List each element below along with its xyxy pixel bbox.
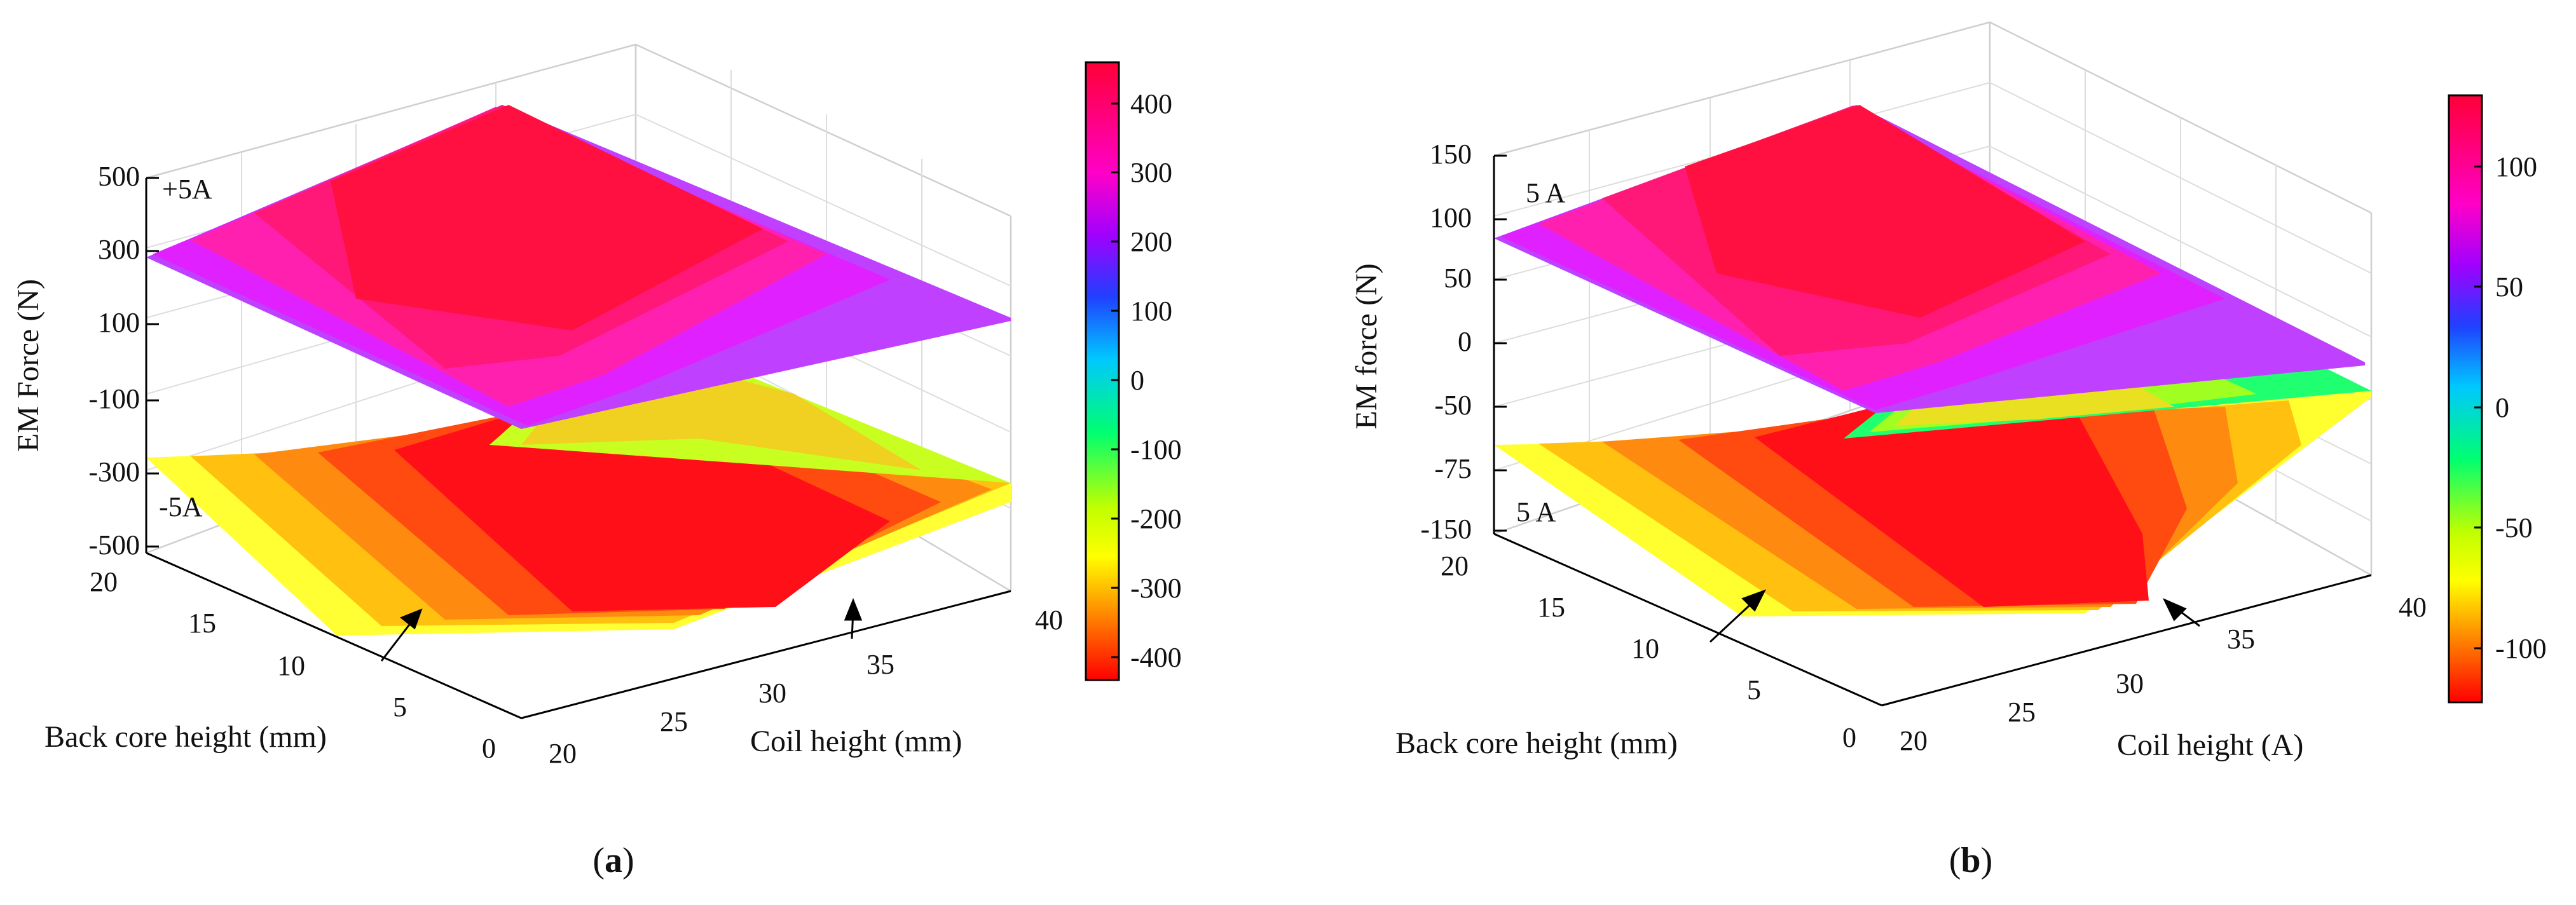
y-tick-label: 5 [1747,674,1761,705]
surface-upper-band-5 [1685,105,2085,318]
y-axis-label: Back core height (mm) [45,720,327,754]
annotation-minus5A: -5A [159,491,203,522]
y-tick-label: 0 [1842,722,1856,753]
colorbar-tick-label: 100 [2495,151,2537,182]
panel-label-b: (b) [1949,841,1992,880]
x-tick-label: 40 [2399,592,2427,623]
colorbar-tick-label: -300 [1130,573,1182,604]
colorbar-tick-label: 0 [1130,365,1144,396]
z-tick-label: -100 [88,383,140,414]
colorbar-ticks [2474,165,2482,650]
y-tick-label: 15 [1537,592,1565,623]
colorbar-tick-label: -400 [1130,642,1182,673]
y-tick-label: 20 [1441,550,1469,582]
x-axis-label: Coil height (mm) [750,725,962,758]
colorbar [1085,61,1120,681]
x-axis-label: Coil height (A) [2117,728,2303,762]
annotation-lower-5A: 5 A [1516,496,1556,527]
annotation-upper-5A: 5 A [1526,177,1566,208]
colorbar-tick-label: -50 [2495,512,2533,543]
y-axis-label: Back core height (mm) [1395,726,1678,760]
z-tick-label: -500 [88,529,140,561]
z-tick-label: 0 [1458,326,1472,357]
tick-marks [1494,154,1507,532]
panel-a: 500 300 100 -100 -300 -500 EM Force (N) … [11,43,1182,880]
z-axis-label: EM Force (N) [11,279,45,452]
colorbar-tick-label: 100 [1130,296,1172,327]
y-tick-label: 10 [277,650,305,681]
colorbar-tick-label: -100 [1130,434,1182,465]
x-tick-label: 35 [2227,623,2255,655]
z-tick-label: -75 [1434,453,1472,484]
colorbar-tick-label: -100 [2495,633,2547,664]
surface-minus5A-band-5 [394,400,890,611]
y-tick-label: 0 [482,733,496,764]
annotation-plus5A: +5A [162,174,212,205]
x-tick-label: 35 [867,649,894,680]
surface-minus5A [146,343,1011,636]
surface-plus5A [146,105,1011,429]
x-tick-label: 25 [660,706,688,737]
colorbar-tick-label: 400 [1130,88,1172,119]
colorbar-ticks [1111,102,1119,658]
z-tick-label: 300 [98,234,140,265]
y-tick-label: 20 [90,566,118,597]
panel-b: 150 100 50 0 -50 -75 -150 EM force (N) 2… [1350,21,2547,880]
x-tick-label: 20 [549,738,577,769]
z-tick-label: -50 [1434,390,1472,421]
surface-upper-5A [1494,105,2365,413]
z-tick-label: 500 [98,161,140,192]
colorbar [2448,94,2483,704]
colorbar-tick-label: 200 [1130,226,1172,257]
panel-label-a: (a) [593,841,634,880]
axes-front [145,178,1011,719]
x-tick-label: 30 [758,677,786,709]
z-axis-label: EM force (N) [1350,263,1383,429]
surface-plus5A-band-5 [331,105,763,330]
z-tick-label: -150 [1420,514,1472,545]
y-tick-label: 15 [188,608,216,639]
x-tick-label: 20 [1900,725,1928,756]
arrow-marker [380,597,863,662]
colorbar-tick-label: 300 [1130,157,1172,188]
y-tick-label: 10 [1631,633,1659,664]
z-tick-label: -300 [88,456,140,487]
colorbar-tick-label: -200 [1130,503,1182,534]
z-tick-label: 100 [1430,202,1472,233]
surface-lower-band-5 [1755,381,2149,607]
x-tick-label: 25 [2008,697,2036,728]
colorbar-tick-label: 50 [2495,271,2523,303]
z-tick-label: 100 [98,307,140,338]
y-tick-label: 5 [393,691,407,723]
z-tick-label: 50 [1444,262,1472,294]
colorbar-tick-label: 0 [2495,392,2509,423]
tick-marks [146,177,159,548]
arrow-marker [1709,589,2200,643]
x-tick-label: 40 [1035,604,1063,636]
x-tick-label: 30 [2116,668,2144,699]
z-tick-label: 150 [1430,139,1472,170]
